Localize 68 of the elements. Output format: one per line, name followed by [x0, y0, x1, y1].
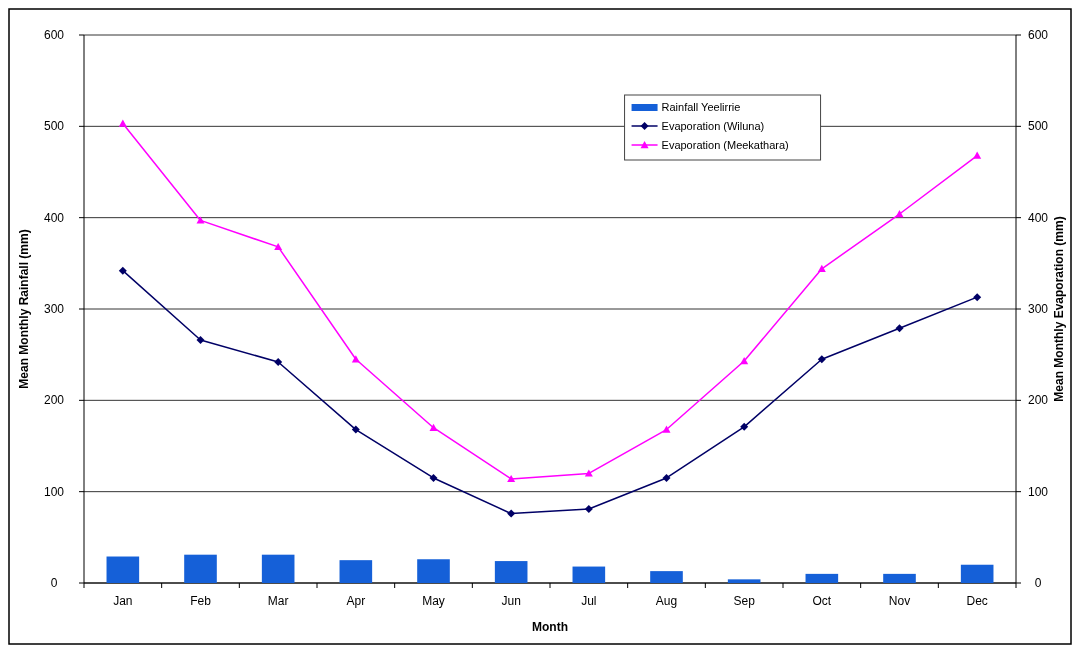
point — [274, 357, 283, 366]
y2-tick-label: 400 — [1027, 210, 1049, 225]
y-tick-label: 500 — [43, 119, 65, 134]
y-tick-label: 300 — [43, 302, 65, 316]
y-tick-label: 0 — [50, 576, 58, 590]
legend-label: Evaporation (Wiluna) — [661, 120, 765, 132]
point — [274, 242, 283, 251]
x-tick-label: Jun — [501, 594, 521, 608]
point — [740, 422, 749, 431]
point — [895, 324, 904, 333]
y2-tick-label: 300 — [1027, 302, 1049, 316]
point — [118, 119, 127, 127]
bar — [960, 564, 994, 583]
point — [429, 473, 438, 482]
legend-label: Evaporation (Meekathara) — [661, 139, 789, 151]
point — [351, 425, 360, 434]
point — [973, 151, 982, 159]
x-tick-label: Feb — [190, 594, 212, 608]
y-axis-title: Mean Monthly Rainfall (mm) — [17, 229, 31, 389]
y2-axis-title: Mean Monthly Evaporation (mm) — [1052, 216, 1066, 402]
y2-tick-label: 500 — [1027, 119, 1049, 134]
x-tick-label: Mar — [267, 594, 289, 608]
point — [351, 355, 360, 363]
bar — [184, 554, 217, 583]
point — [662, 473, 671, 482]
legend-label: Rainfall Yeelirrie — [661, 101, 741, 113]
bar — [417, 559, 450, 583]
bar — [106, 556, 140, 583]
x-tick-label: Aug — [655, 594, 678, 608]
point — [817, 355, 826, 364]
y2-tick-label: 100 — [1027, 484, 1049, 499]
point — [584, 505, 593, 514]
x-tick-label: Dec — [966, 594, 988, 608]
y2-tick-label: 200 — [1027, 393, 1049, 408]
point — [507, 474, 516, 483]
bar — [805, 573, 839, 583]
bar — [572, 566, 606, 583]
y2-tick-label: 600 — [1027, 28, 1049, 42]
x-tick-label: Oct — [812, 594, 832, 608]
y2-tick-label: 0 — [1034, 576, 1042, 590]
point — [584, 469, 593, 477]
bar — [883, 573, 916, 583]
x-tick-label: Jul — [581, 594, 597, 608]
y-tick-label: 400 — [43, 210, 65, 225]
point — [817, 264, 826, 273]
point — [118, 266, 127, 275]
point — [196, 336, 205, 345]
y-tick-label: 100 — [43, 484, 65, 499]
x-tick-label: Sep — [733, 594, 756, 608]
x-axis-title: Month — [532, 620, 568, 634]
x-tick-label: Jan — [113, 594, 133, 608]
y-tick-label: 200 — [43, 393, 65, 408]
x-tick-label: Apr — [346, 594, 366, 608]
point — [973, 293, 982, 302]
bar — [339, 560, 373, 583]
x-tick-label: May — [422, 594, 445, 608]
point — [895, 210, 904, 218]
point — [740, 357, 749, 365]
point — [662, 425, 671, 433]
point — [507, 509, 516, 518]
bar — [261, 554, 295, 583]
x-tick-label: Nov — [888, 594, 911, 608]
bar — [650, 571, 683, 583]
bar — [727, 579, 761, 583]
point — [429, 423, 438, 431]
bar — [494, 561, 528, 583]
y-tick-label: 600 — [43, 28, 65, 42]
point — [196, 216, 205, 224]
